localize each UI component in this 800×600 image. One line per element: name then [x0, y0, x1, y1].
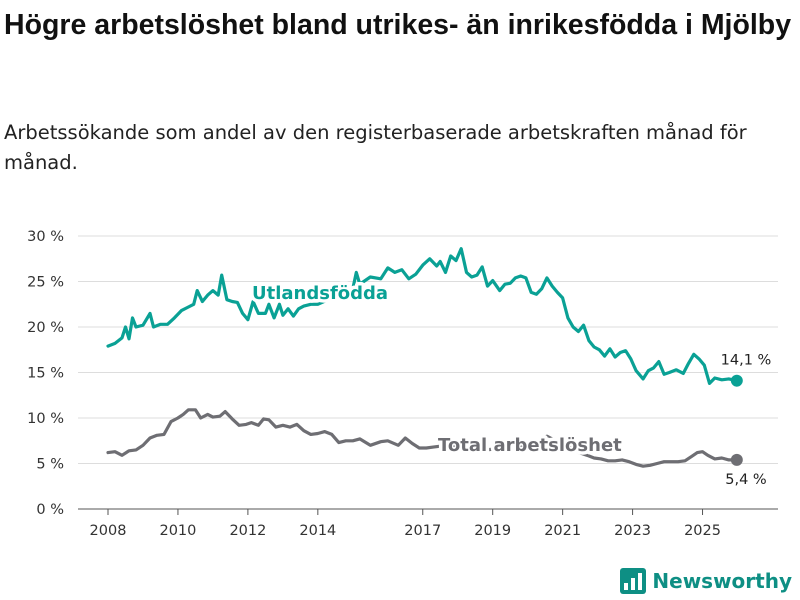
- x-tick-label: 2008: [90, 523, 127, 539]
- y-tick-label: 15 %: [27, 366, 64, 382]
- y-tick-label: 0 %: [36, 502, 64, 518]
- series-label-total-halo: Total arbetslöshet: [438, 435, 622, 456]
- y-axis: 0 % 5 % 10 % 15 % 20 % 25 % 30 %: [27, 229, 64, 518]
- x-tick-label: 2019: [474, 523, 511, 539]
- page-title: Högre arbetslöshet bland utrikes- än inr…: [4, 9, 792, 41]
- y-tick-label: 20 %: [27, 320, 64, 336]
- x-tick-label: 2023: [614, 523, 651, 539]
- x-tick-label: 2025: [684, 523, 721, 539]
- x-axis: 2008 2010 2012 2014 2017 2019 2021 2023 2025: [90, 509, 721, 539]
- end-point-total: [730, 453, 743, 466]
- x-tick-label: 2021: [544, 523, 581, 539]
- chart-series: [106, 247, 743, 468]
- brand-logo: Newsworthy: [620, 568, 792, 594]
- end-label-utlandsfodda: 14,1 %: [721, 353, 772, 369]
- y-tick-label: 25 %: [27, 275, 64, 291]
- y-tick-label: 5 %: [36, 457, 64, 473]
- series-label-utlandsfodda: Utlandsfödda: [252, 283, 388, 304]
- newsworthy-logo-icon: [620, 568, 647, 594]
- series-line-total: [106, 408, 739, 468]
- page-subtitle: Arbetssökande som andel av den registerb…: [4, 121, 747, 174]
- series-line-utlandsfodda: [106, 247, 739, 385]
- series-label-total: Total arbetslöshet: [438, 435, 622, 456]
- chart-grid: [78, 235, 778, 510]
- x-tick-label: 2014: [299, 523, 336, 539]
- series-label-utlandsfodda-halo: Utlandsfödda: [252, 283, 388, 304]
- end-label-total: 5,4 %: [725, 472, 766, 488]
- y-tick-label: 30 %: [27, 229, 64, 245]
- x-tick-label: 2017: [404, 523, 441, 539]
- brand-name: Newsworthy: [652, 569, 792, 593]
- x-tick-label: 2012: [229, 523, 266, 539]
- x-tick-label: 2010: [159, 523, 196, 539]
- y-tick-label: 10 %: [27, 411, 64, 427]
- end-point-utlandsfodda: [730, 374, 743, 387]
